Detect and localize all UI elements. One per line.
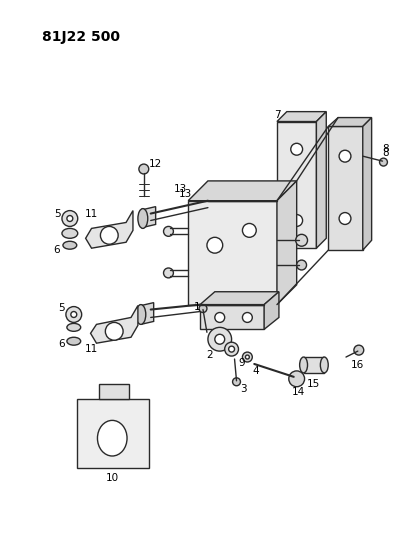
Text: 8: 8: [382, 144, 389, 154]
Circle shape: [215, 334, 225, 344]
Ellipse shape: [67, 337, 81, 345]
Circle shape: [207, 237, 223, 253]
Text: 13: 13: [174, 184, 187, 194]
Text: 13: 13: [179, 189, 192, 199]
Circle shape: [291, 143, 303, 155]
Circle shape: [71, 311, 77, 318]
Polygon shape: [264, 292, 279, 329]
Text: 7: 7: [274, 110, 280, 119]
Ellipse shape: [67, 324, 81, 332]
Circle shape: [242, 352, 252, 362]
Circle shape: [245, 355, 249, 359]
Circle shape: [164, 268, 173, 278]
Circle shape: [229, 346, 235, 352]
Text: 12: 12: [149, 159, 162, 169]
Text: 6: 6: [59, 339, 65, 349]
Text: 11: 11: [85, 344, 98, 354]
Circle shape: [105, 322, 123, 340]
Text: 15: 15: [307, 379, 320, 389]
Ellipse shape: [320, 357, 328, 373]
Text: 5: 5: [54, 208, 60, 219]
Polygon shape: [200, 292, 279, 304]
Circle shape: [289, 371, 305, 387]
Polygon shape: [188, 201, 277, 304]
Polygon shape: [77, 399, 149, 468]
Text: 4: 4: [252, 366, 259, 376]
Polygon shape: [188, 181, 297, 201]
Circle shape: [291, 215, 303, 227]
Polygon shape: [86, 211, 133, 248]
Circle shape: [339, 213, 351, 224]
Ellipse shape: [136, 304, 146, 325]
Text: 8: 8: [382, 148, 389, 158]
Circle shape: [66, 306, 82, 322]
Ellipse shape: [300, 357, 307, 373]
Circle shape: [297, 260, 307, 270]
Text: 2: 2: [206, 350, 213, 360]
Circle shape: [67, 215, 73, 222]
Ellipse shape: [63, 241, 77, 249]
Text: 10: 10: [106, 473, 119, 483]
Text: 16: 16: [351, 360, 364, 370]
Circle shape: [62, 211, 78, 227]
Circle shape: [164, 227, 173, 236]
Circle shape: [339, 150, 351, 162]
Polygon shape: [99, 384, 129, 399]
Polygon shape: [328, 118, 372, 126]
Circle shape: [296, 235, 307, 246]
Text: 11: 11: [85, 208, 98, 219]
Text: 1: 1: [194, 302, 200, 312]
Text: 14: 14: [292, 386, 305, 397]
Circle shape: [242, 223, 256, 237]
Polygon shape: [363, 118, 372, 250]
Circle shape: [242, 312, 252, 322]
Polygon shape: [277, 181, 297, 304]
Circle shape: [379, 158, 387, 166]
Circle shape: [354, 345, 364, 355]
Circle shape: [225, 342, 238, 356]
Text: 9: 9: [238, 358, 245, 368]
Circle shape: [208, 327, 231, 351]
Ellipse shape: [138, 208, 148, 229]
Ellipse shape: [97, 421, 127, 456]
Polygon shape: [328, 126, 363, 250]
Text: 3: 3: [240, 384, 247, 394]
Ellipse shape: [62, 229, 78, 238]
Circle shape: [233, 378, 240, 386]
Polygon shape: [200, 304, 264, 329]
Text: 6: 6: [54, 245, 60, 255]
Polygon shape: [277, 122, 316, 248]
Circle shape: [139, 164, 149, 174]
Circle shape: [199, 304, 207, 312]
Text: 5: 5: [59, 303, 65, 312]
Polygon shape: [303, 357, 324, 373]
Polygon shape: [316, 111, 326, 248]
Circle shape: [101, 227, 118, 244]
Text: 81J22 500: 81J22 500: [42, 30, 120, 44]
Polygon shape: [143, 207, 156, 228]
Polygon shape: [277, 111, 326, 122]
Circle shape: [215, 312, 225, 322]
Polygon shape: [90, 305, 138, 343]
Polygon shape: [141, 303, 154, 325]
